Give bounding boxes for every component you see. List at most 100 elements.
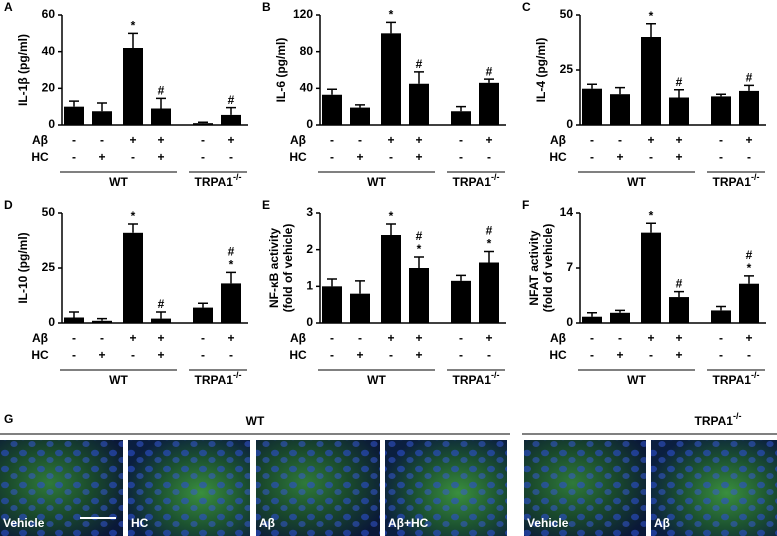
treatment-sign: + xyxy=(675,348,682,362)
treatment-sign: + xyxy=(129,133,136,147)
significance-mark: # xyxy=(416,57,423,71)
treatment-sign: - xyxy=(590,331,594,345)
treatment-sign: - xyxy=(590,150,594,164)
error-bar xyxy=(226,271,236,284)
row-label: HC xyxy=(31,348,49,362)
y-tick-label: 1 xyxy=(306,279,313,293)
group-label: TRPA1-/- xyxy=(195,370,242,387)
bar xyxy=(221,114,241,125)
bar xyxy=(350,107,370,125)
bar xyxy=(582,88,602,125)
treatment-sign: + xyxy=(675,150,682,164)
error-bar xyxy=(128,223,138,233)
treatment-sign: - xyxy=(487,150,491,164)
row-label: HC xyxy=(31,150,49,164)
treatment-sign: + xyxy=(387,331,394,345)
group-label-superscript: -/- xyxy=(491,172,500,182)
treatment-sign: + xyxy=(98,348,105,362)
bar xyxy=(123,48,143,125)
group-label-superscript: -/- xyxy=(751,172,760,182)
bar xyxy=(479,82,499,125)
significance-mark: # xyxy=(746,71,753,85)
nuclei-overlay xyxy=(524,440,646,536)
treatment-sign: - xyxy=(719,133,723,147)
bar xyxy=(669,97,689,125)
bar xyxy=(381,235,401,323)
y-tick-label: 0 xyxy=(306,117,313,131)
y-tick-label: 80 xyxy=(300,44,314,58)
error-bar xyxy=(327,88,337,95)
group-label-text: WT xyxy=(367,373,386,387)
row-label: HC xyxy=(549,348,567,362)
treatment-sign: + xyxy=(157,348,164,362)
treatment-sign: + xyxy=(675,133,682,147)
row-label: HC xyxy=(289,150,307,164)
group-label-text: WT xyxy=(246,414,265,428)
treatment-sign: + xyxy=(745,331,752,345)
treatment-sign: + xyxy=(157,331,164,345)
treatment-sign: - xyxy=(229,150,233,164)
treatment-sign: - xyxy=(459,150,463,164)
treatment-sign: + xyxy=(415,150,422,164)
image-label: HC xyxy=(131,516,149,530)
bar xyxy=(64,317,84,323)
y-tick-label: 3 xyxy=(306,205,313,219)
error-bar xyxy=(226,106,236,115)
image-label: Vehicle xyxy=(527,516,569,530)
group-label-text: WT xyxy=(367,175,386,189)
error-bar xyxy=(484,78,494,83)
treatment-sign: - xyxy=(459,133,463,147)
error-bar xyxy=(414,71,424,84)
y-axis-label: IL-6 (pg/ml) xyxy=(274,38,288,103)
error-bar xyxy=(327,278,337,287)
treatment-sign: - xyxy=(487,348,491,362)
bar xyxy=(322,286,342,323)
significance-mark: # xyxy=(486,224,493,238)
error-bar xyxy=(716,93,726,97)
significance-mark: # xyxy=(158,297,165,311)
treatment-sign: + xyxy=(157,150,164,164)
treatment-sign: + xyxy=(675,331,682,345)
panel-letter: F xyxy=(522,198,529,212)
error-bar xyxy=(386,21,396,34)
treatment-sign: + xyxy=(415,133,422,147)
error-bar xyxy=(355,104,365,108)
significance-mark: * xyxy=(649,9,654,23)
y-axis-label: NFAT activity xyxy=(527,230,541,305)
panel-letter: B xyxy=(262,0,271,14)
bar xyxy=(322,94,342,125)
treatment-sign: - xyxy=(719,348,723,362)
y-axis-label: (fold of vehicle) xyxy=(281,224,295,313)
significance-mark: * xyxy=(747,261,752,275)
treatment-sign: - xyxy=(72,150,76,164)
treatment-sign: - xyxy=(131,348,135,362)
bar xyxy=(151,318,171,323)
treatment-sign: - xyxy=(618,331,622,345)
significance-mark: * xyxy=(389,209,394,223)
y-tick-label: 25 xyxy=(42,260,56,274)
bar xyxy=(479,262,499,323)
treatment-sign: - xyxy=(618,133,622,147)
treatment-sign: - xyxy=(72,331,76,345)
bar xyxy=(610,312,630,323)
treatment-sign: + xyxy=(415,348,422,362)
y-tick-label: 7 xyxy=(566,260,573,274)
bar xyxy=(641,232,661,323)
bar xyxy=(669,297,689,323)
treatment-sign: - xyxy=(747,150,751,164)
treatment-sign: + xyxy=(485,133,492,147)
image-label: Aβ xyxy=(654,516,670,530)
row-label: Aβ xyxy=(32,331,48,345)
y-tick-label: 50 xyxy=(560,7,574,21)
significance-mark: * xyxy=(487,237,492,251)
image-label: Aβ+HC xyxy=(388,516,429,530)
bar xyxy=(641,37,661,125)
bar xyxy=(193,123,213,125)
group-label-text: TRPA1 xyxy=(713,175,752,189)
treatment-sign: + xyxy=(415,331,422,345)
y-tick-label: 0 xyxy=(566,117,573,131)
treatment-sign: - xyxy=(330,348,334,362)
y-tick-label: 40 xyxy=(300,81,314,95)
treatment-sign: - xyxy=(330,331,334,345)
group-label: TRPA1-/- xyxy=(713,370,760,387)
